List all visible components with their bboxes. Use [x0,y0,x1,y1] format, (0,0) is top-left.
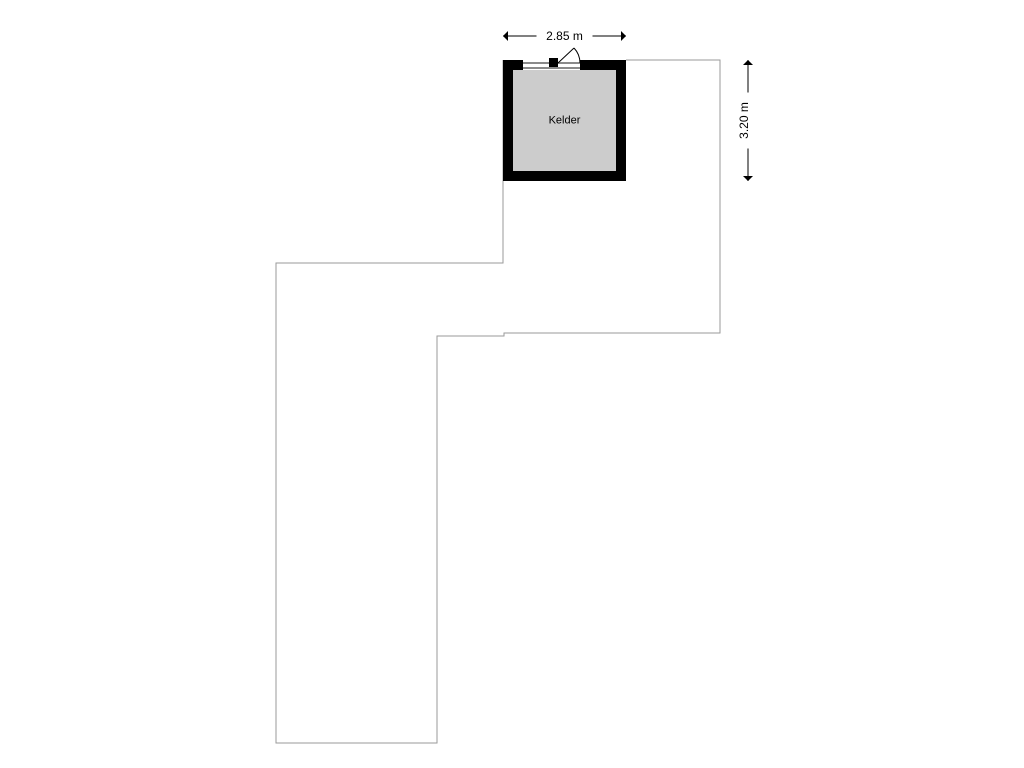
wall-left [503,60,513,181]
dimension-height: 3.20 m [737,60,753,181]
door-leaf [558,48,574,63]
dim-arrow-left [503,31,508,41]
room-kelder: Kelder [503,48,626,181]
dimension-width: 2.85 m [503,29,626,43]
dim-arrow-bottom [743,176,753,181]
door-pillar [549,58,558,67]
dim-height-label: 3.20 m [737,102,751,139]
wall-bottom [503,171,626,181]
wall-top-left [503,60,523,70]
wall-top-right [580,60,626,70]
building-outline [276,60,720,743]
door-arc [574,48,580,63]
wall-right [616,60,626,181]
dim-arrow-top [743,60,753,65]
dim-arrow-right [621,31,626,41]
dim-width-label: 2.85 m [546,29,583,43]
room-label: Kelder [549,115,581,127]
